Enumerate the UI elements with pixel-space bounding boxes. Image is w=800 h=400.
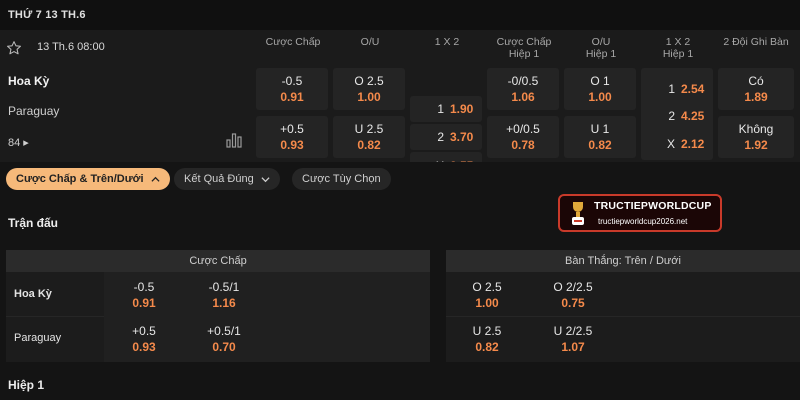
tab-handicap-ou[interactable]: Cược Chấp & Trên/Dưới [6,168,170,190]
ou-over-odd-1[interactable]: O 2.5 1.00 [472,280,502,310]
promo-watermark: TRUCTIEPWORLDCUP tructiepworldcup2026.ne… [558,194,722,232]
ou-panel: Bàn Thắng: Trên / Dưới O 2.5 1.00 O 2/2.5… [446,250,800,362]
odds-cell-h1-1x2-draw[interactable]: X 2.12 [641,128,713,160]
odds-cell-hdp-home[interactable]: -0.5 0.91 [256,68,328,110]
home-team: Hoa Kỳ [8,74,50,88]
col-header-handicap: Cược Chấp [265,36,321,48]
col-header-ou: O/U [360,36,380,48]
odds-cell-1x2-home[interactable]: 1 1.90 [410,96,482,122]
chevron-up-icon [151,176,160,182]
odds-cell-h1-hdp-home[interactable]: -0/0.5 1.06 [487,68,559,110]
col-header-h1-ou: O/U Hiệp 1 [585,36,617,60]
row-divider [446,316,800,317]
odds-cell-hdp-away[interactable]: +0.5 0.93 [256,116,328,158]
panel-home-team: Hoa Kỳ [14,288,52,300]
date-bar: THỨ 7 13 TH.6 [0,0,800,30]
handicap-odds-area [104,272,430,362]
odds-cell-h1-hdp-away[interactable]: +0/0.5 0.78 [487,116,559,158]
hdp-away-odd-1[interactable]: +0.5 0.93 [132,324,156,354]
odds-cell-h1-ou-over[interactable]: O 1 1.00 [564,68,636,110]
stats-icon[interactable] [226,132,242,148]
hdp-home-odd-1[interactable]: -0.5 0.91 [132,280,156,310]
date-label: THỨ 7 13 TH.6 [8,9,86,21]
col-header-1x2: 1 X 2 [434,36,460,48]
hdp-away-odd-2[interactable]: +0.5/1 0.70 [207,324,241,354]
star-icon[interactable] [6,40,22,56]
market-tabs: Cược Chấp & Trên/Dưới Kết Quả Đúng Cược … [0,162,800,196]
handicap-panel-title: Cược Chấp [6,250,430,272]
ou-panel-title: Bàn Thắng: Trên / Dưới [446,250,800,272]
col-header-btts: 2 Đội Ghi Bàn [723,36,789,48]
odds-cell-h1-ou-under[interactable]: U 1 0.82 [564,116,636,158]
promo-url: tructiepworldcup2026.net [598,217,688,226]
chevron-down-icon [261,176,270,182]
handicap-panel: Cược Chấp Hoa Kỳ Paraguay -0.5 0.91 -0.5/… [6,250,430,362]
section-title-full-match: Trận đấu [8,216,59,230]
section-title-first-half: Hiệp 1 [8,378,45,392]
col-header-h1-1x2: 1 X 2 Hiệp 1 [662,36,694,60]
more-markets-link[interactable]: 84 ▸ [8,137,29,149]
ou-under-odd-2[interactable]: U 2/2.5 1.07 [553,324,593,354]
tab-correct-score[interactable]: Kết Quả Đúng [174,168,280,190]
panel-away-team: Paraguay [14,332,62,344]
tab-custom-bets[interactable]: Cược Tùy Chọn [292,168,391,190]
odds-cell-btts-yes[interactable]: Có 1.89 [718,68,794,110]
ou-over-odd-2[interactable]: O 2/2.5 0.75 [553,280,593,310]
kickoff-time: 13 Th.6 08:00 [37,41,105,53]
odds-cell-1x2-away[interactable]: 2 3.70 [410,124,482,150]
promo-name: TRUCTIEPWORLDCUP [594,200,712,212]
odds-cell-btts-no[interactable]: Không 1.92 [718,116,794,158]
trophy-logo-icon [572,202,584,225]
away-team: Paraguay [8,104,60,118]
odds-cell-ou-under[interactable]: U 2.5 0.82 [333,116,405,158]
col-header-h1-handicap: Cược Chấp Hiệp 1 [496,36,552,60]
match-panel: 13 Th.6 08:00 Hoa Kỳ Paraguay 84 ▸ Cược … [0,30,800,180]
odds-cell-ou-over[interactable]: O 2.5 1.00 [333,68,405,110]
ou-under-odd-1[interactable]: U 2.5 0.82 [472,324,502,354]
hdp-home-odd-2[interactable]: -0.5/1 1.16 [208,280,240,310]
